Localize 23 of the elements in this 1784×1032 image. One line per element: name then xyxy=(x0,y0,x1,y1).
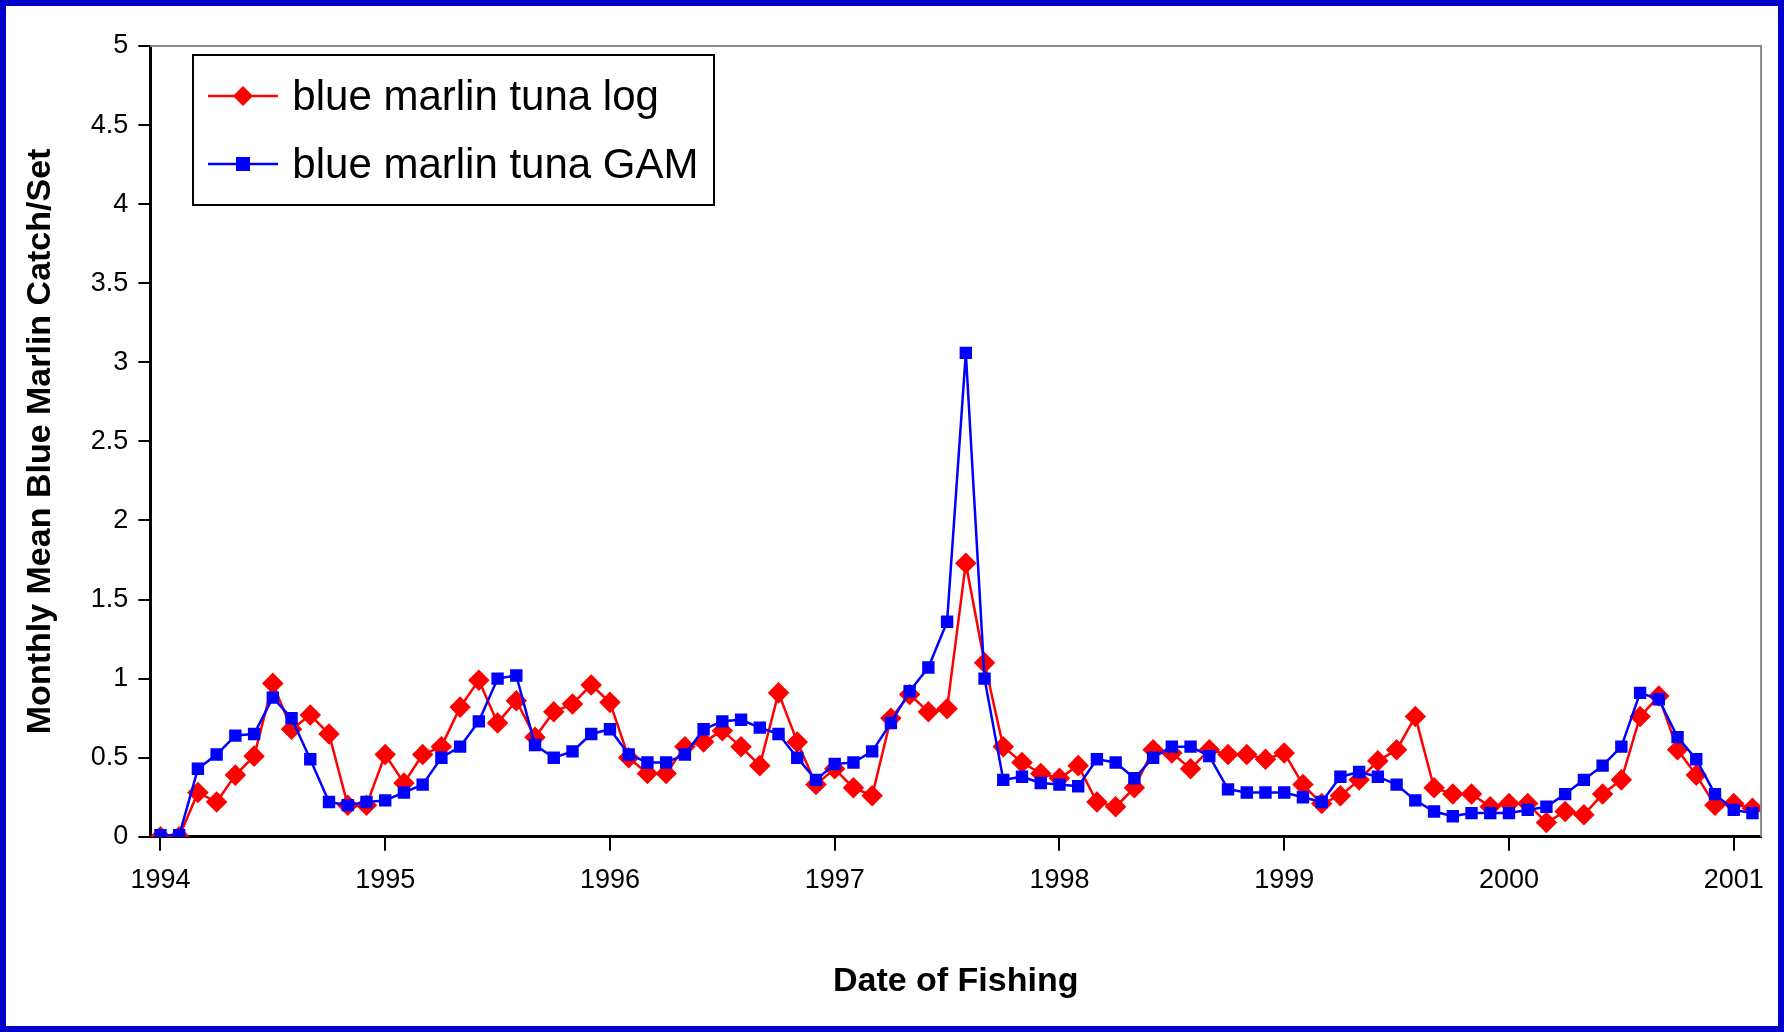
x-tick-label: 2001 xyxy=(1703,864,1764,895)
legend-label: blue marlin tuna log xyxy=(292,72,659,120)
y-tick-label: 5 xyxy=(113,29,129,60)
x-tick-label: 1999 xyxy=(1254,864,1315,895)
x-tick-label: 1998 xyxy=(1029,864,1090,895)
x-tick-label: 2000 xyxy=(1478,864,1540,895)
x-tick-label: 1994 xyxy=(130,864,191,895)
y-tick-label: 3 xyxy=(113,345,129,376)
y-tick-label: 1 xyxy=(113,662,129,693)
x-tick-label: 1995 xyxy=(355,864,416,895)
x-axis-title: Date of Fishing xyxy=(832,959,1079,998)
y-axis-title: Monthly Mean Blue Marlin Catch/Set xyxy=(18,148,57,735)
y-tick-label: 4.5 xyxy=(90,108,129,139)
x-tick-label: 1997 xyxy=(804,864,865,895)
y-tick-label: 2.5 xyxy=(90,424,129,455)
x-tick-label: 1996 xyxy=(579,864,640,895)
y-tick-label: 0 xyxy=(113,820,129,851)
y-tick-label: 0.5 xyxy=(90,741,129,772)
y-tick-label: 4 xyxy=(113,187,129,218)
legend-label: blue marlin tuna GAM xyxy=(292,140,699,188)
y-tick-label: 2 xyxy=(113,503,129,534)
y-tick-label: 1.5 xyxy=(90,583,129,614)
y-tick-label: 3.5 xyxy=(90,266,129,297)
